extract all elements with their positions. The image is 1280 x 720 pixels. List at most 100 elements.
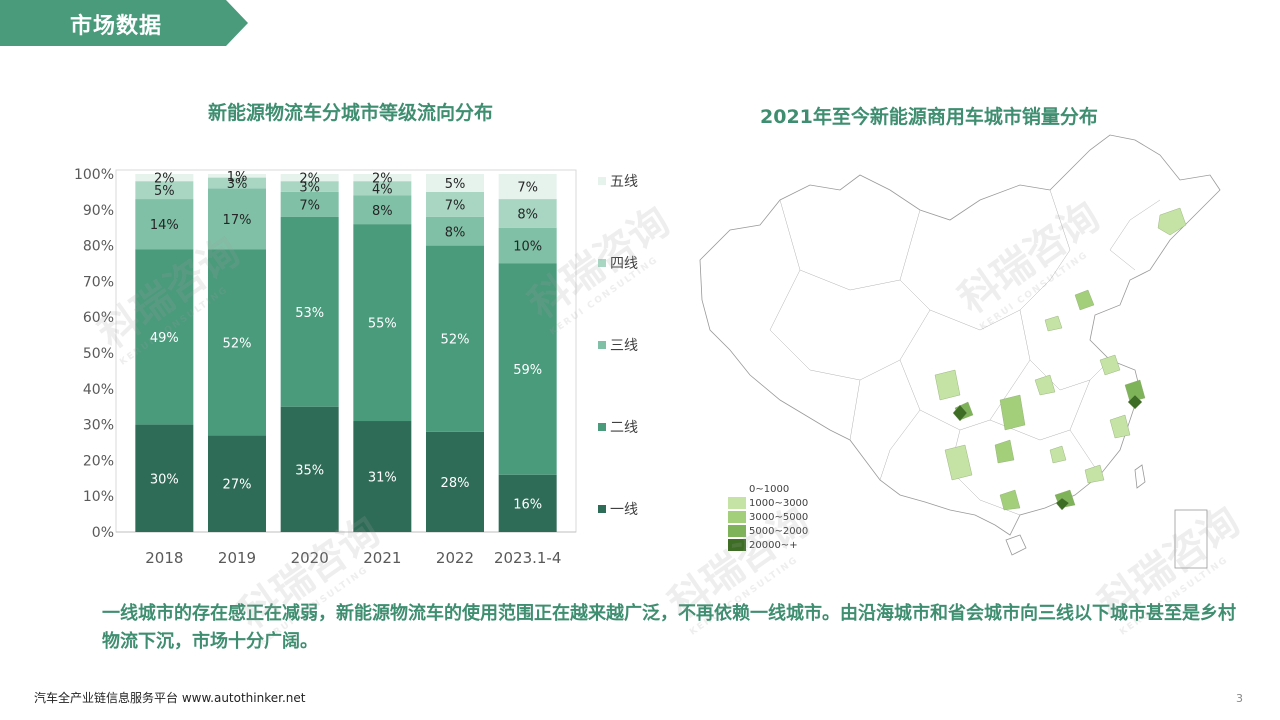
data-label: 3%	[227, 177, 248, 192]
data-label: 17%	[223, 213, 252, 228]
map-legend-swatch	[728, 483, 746, 495]
data-label: 52%	[223, 336, 252, 351]
data-label: 52%	[441, 333, 470, 348]
map-legend-item: 0~1000	[728, 482, 808, 496]
x-tick-label: 2023.1-4	[494, 549, 561, 567]
x-tick-label: 2022	[436, 549, 474, 567]
bar-segment	[280, 216, 339, 407]
y-tick-label: 90%	[83, 203, 114, 219]
legend-label: 四线	[610, 256, 638, 272]
page-title: 市场数据	[70, 14, 163, 39]
map-legend-label: 3000~5000	[749, 511, 809, 523]
map-legend-item: 20000~+	[728, 538, 808, 552]
data-label: 59%	[513, 363, 542, 378]
stacked-bar-chart: 0% 10% 20% 30% 40% 50% 60% 70% 80% 90% 100% 30% 49% 1…	[74, 167, 577, 567]
legend-swatch	[598, 341, 606, 349]
map-legend-swatch	[728, 525, 746, 537]
map-legend-label: 1000~3000	[749, 497, 809, 509]
data-label: 4%	[372, 182, 393, 197]
legend-swatch	[598, 259, 606, 267]
y-tick-label: 40%	[83, 382, 114, 398]
bar-segment	[280, 181, 339, 192]
bar-segment	[135, 424, 194, 532]
header-banner	[0, 0, 248, 46]
data-label: 3%	[299, 181, 320, 196]
data-label: 2%	[372, 172, 393, 187]
bar-segment	[426, 216, 484, 246]
bar-segment	[498, 474, 557, 532]
map-legend: 0~1000 1000~3000 3000~5000 5000~2000 20000~+	[728, 482, 808, 552]
legend-swatch	[598, 505, 606, 513]
y-tick-label: 0%	[92, 525, 114, 541]
bar-segment	[280, 174, 339, 182]
bar-segment	[426, 191, 484, 217]
bar-segment	[353, 195, 412, 225]
legend-swatch	[598, 177, 606, 185]
data-label: 16%	[513, 497, 542, 512]
map-legend-swatch	[728, 511, 746, 523]
map-legend-swatch	[728, 497, 746, 509]
data-label: 49%	[150, 331, 179, 346]
data-label: 8%	[445, 225, 466, 240]
bar-segment	[353, 174, 412, 182]
bar-segment	[353, 181, 412, 196]
bar-segment	[208, 188, 266, 250]
data-label: 8%	[372, 204, 393, 219]
bar-segment	[353, 224, 412, 422]
y-tick-label: 20%	[83, 453, 114, 469]
bar-segment	[208, 177, 266, 189]
legend-label: 五线	[610, 174, 638, 190]
legend-label: 一线	[610, 502, 638, 518]
y-tick-label: 10%	[83, 489, 114, 505]
x-tick-label: 2020	[291, 549, 329, 567]
bar-segment	[135, 199, 194, 250]
data-label: 5%	[154, 184, 175, 199]
legend-item: 一线	[598, 500, 638, 518]
bar-segment	[498, 227, 557, 264]
data-label: 7%	[517, 181, 538, 196]
legend-item: 二线	[598, 418, 638, 436]
data-label: 1%	[227, 170, 248, 185]
bar-segment	[426, 245, 484, 432]
map-legend-item: 5000~2000	[728, 524, 808, 538]
bar-segment	[280, 406, 339, 532]
data-label: 27%	[223, 478, 252, 493]
map-legend-label: 5000~2000	[749, 525, 809, 537]
page-number: 3	[1236, 692, 1243, 705]
data-label: 55%	[368, 317, 397, 332]
bar-segment	[208, 435, 266, 532]
y-tick-label: 100%	[74, 167, 114, 183]
x-tick-label: 2019	[218, 549, 256, 567]
bar-segment	[135, 249, 194, 425]
data-label: 8%	[517, 207, 538, 222]
bar-segment	[353, 421, 412, 532]
legend-label: 三线	[610, 338, 638, 354]
data-label: 5%	[445, 177, 466, 192]
data-label: 31%	[368, 471, 397, 486]
data-label: 35%	[295, 463, 324, 478]
y-tick-label: 60%	[83, 310, 114, 326]
bar-segment	[498, 263, 557, 475]
bar-segment	[498, 199, 557, 228]
map-legend-item: 3000~5000	[728, 510, 808, 524]
map-legend-swatch	[728, 539, 746, 551]
bar-segment	[135, 181, 194, 200]
x-tick-label: 2021	[363, 549, 401, 567]
data-label: 30%	[150, 472, 179, 487]
data-label: 53%	[295, 306, 324, 321]
bar-segment	[208, 249, 266, 436]
legend-item: 五线	[598, 172, 638, 190]
map-legend-label: 20000~+	[749, 539, 798, 551]
data-label: 2%	[299, 172, 320, 187]
x-tick-label: 2018	[145, 549, 183, 567]
y-tick-label: 70%	[83, 274, 114, 290]
y-tick-label: 80%	[83, 239, 114, 255]
legend-swatch	[598, 423, 606, 431]
bar-segment	[135, 174, 194, 182]
map-legend-item: 1000~3000	[728, 496, 808, 510]
bar-segment	[280, 191, 339, 217]
bar-segment	[426, 431, 484, 532]
footer-text: 汽车全产业链信息服务平台 www.autothinker.net	[34, 691, 306, 705]
data-label: 10%	[513, 240, 542, 255]
bar-segment	[426, 174, 484, 192]
